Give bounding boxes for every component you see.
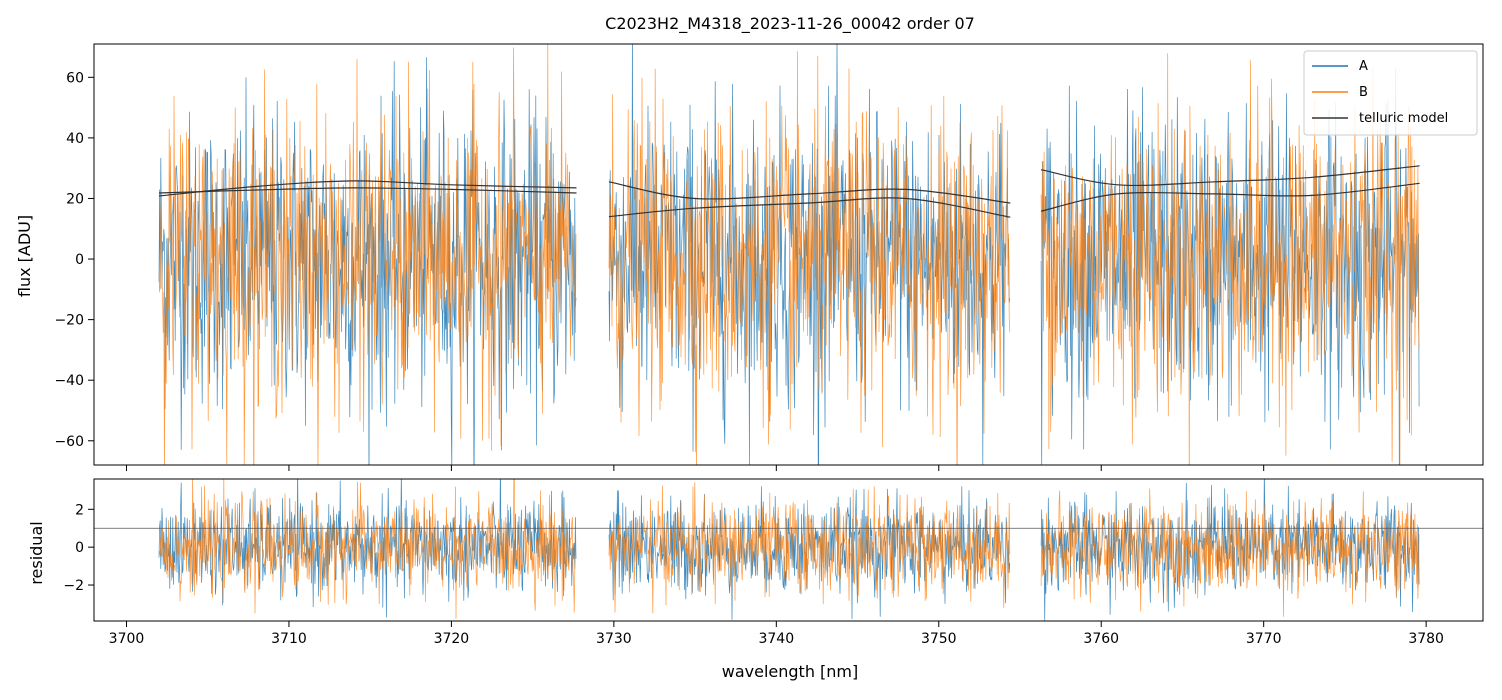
telluric-model-curve-2	[158, 180, 577, 197]
legend-label-telluric: telluric model	[1359, 111, 1448, 126]
x-tick-label: 3720	[434, 631, 470, 647]
residual-series-a-segment-3	[1040, 479, 1420, 621]
residual-panel: −2 0 2 3700 3710 3720 3730 3740 3750 3760 3770 378…	[27, 478, 1484, 681]
residual-panel-frame	[93, 478, 1484, 622]
residual-series-group	[94, 479, 1483, 621]
flux-x-ticks	[125, 465, 1427, 471]
flux-y-tick-label: −40	[54, 373, 84, 389]
flux-plot-area	[158, 44, 1420, 465]
flux-series-group	[158, 44, 1420, 465]
chart-title: C2023H2_M4318_2023-11-26_00042 order 07	[605, 14, 975, 34]
flux-series-b-segment-3	[1040, 53, 1420, 465]
legend: A B telluric model	[1303, 50, 1478, 136]
flux-series-b-segment-2	[608, 51, 1011, 465]
flux-y-tick-label: 20	[66, 191, 84, 207]
flux-panel: −60 −40 −20 0 20 40 60 flux [ADU] A B telluric…	[15, 43, 1484, 471]
legend-label-a: A	[1359, 59, 1368, 74]
flux-panel-frame	[93, 43, 1484, 466]
residual-y-tick-label: 2	[75, 502, 84, 518]
telluric-model-curve-6	[1040, 182, 1420, 212]
x-axis-label: wavelength [nm]	[722, 662, 859, 681]
x-tick-label: 3710	[271, 631, 307, 647]
legend-label-b: B	[1359, 85, 1368, 100]
legend-box	[1303, 50, 1478, 136]
residual-y-tick-label: 0	[75, 540, 84, 556]
flux-y-ticks: −60 −40 −20 0 20 40 60	[54, 70, 94, 450]
flux-y-axis-label: flux [ADU]	[15, 215, 34, 297]
telluric-model-curve-3	[608, 181, 1011, 204]
x-tick-label: 3750	[921, 631, 957, 647]
flux-series-b-segment-1	[158, 44, 577, 465]
residual-series-b-segment-3	[1040, 488, 1420, 617]
residual-x-ticks: 3700 3710 3720 3730 3740 3750 3760 3770 3780	[109, 621, 1444, 647]
residual-plot-area	[94, 479, 1483, 621]
residual-y-axis-label: residual	[27, 521, 46, 584]
flux-y-tick-label: 60	[66, 70, 84, 86]
residual-series-b-segment-2	[608, 482, 1011, 614]
flux-y-tick-label: −20	[54, 313, 84, 329]
residual-y-ticks: −2 0 2	[63, 502, 94, 594]
flux-series-a-segment-1	[158, 57, 577, 465]
x-tick-label: 3760	[1083, 631, 1119, 647]
telluric-model-curve-4	[608, 197, 1011, 218]
residual-y-tick-label: −2	[63, 578, 84, 594]
telluric-model-curve-5	[1040, 165, 1420, 187]
x-tick-label: 3730	[596, 631, 632, 647]
flux-y-tick-label: 0	[75, 252, 84, 268]
x-tick-label: 3740	[758, 631, 794, 647]
x-tick-label: 3770	[1246, 631, 1282, 647]
flux-y-tick-label: −60	[54, 434, 84, 450]
flux-y-tick-label: 40	[66, 131, 84, 147]
x-tick-label: 3780	[1408, 631, 1444, 647]
telluric-model-curve-1	[158, 187, 577, 194]
residual-series-b-segment-1	[158, 479, 577, 619]
x-tick-label: 3700	[109, 631, 145, 647]
